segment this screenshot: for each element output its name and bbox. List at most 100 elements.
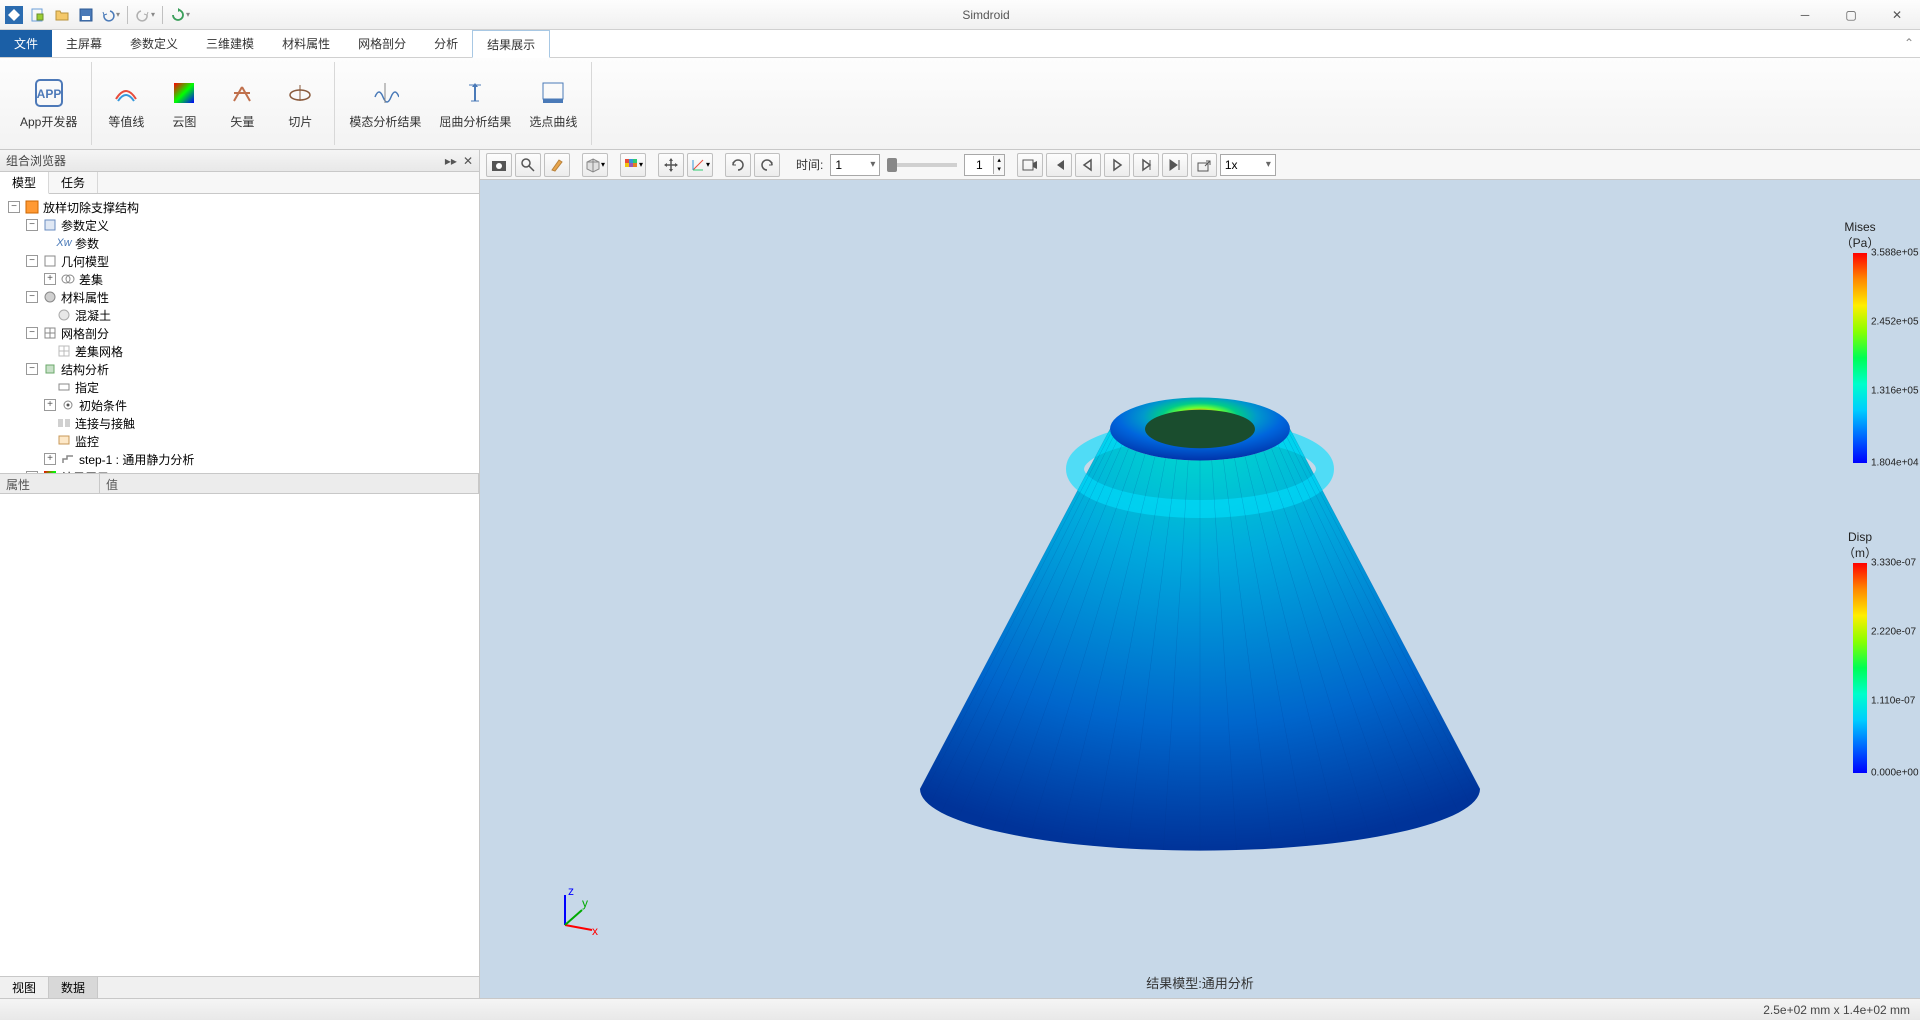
new-icon[interactable] [28,5,48,25]
rotate-cw-icon[interactable] [725,153,751,177]
legend-mises: Mises（Pa）3.588e+052.452e+051.316e+051.80… [1820,220,1900,463]
status-text: 2.5e+02 mm x 1.4e+02 mm [1763,1003,1910,1017]
title-bar: ▾ ▾ ▾ Simdroid ─ ▢ ✕ [0,0,1920,30]
tree-node[interactable]: +初始条件 [0,396,479,414]
tree-node[interactable]: −网格剖分 [0,324,479,342]
menu-mesh[interactable]: 网格剖分 [344,30,420,57]
viewport: ▾ ▾ ▾ 时间: 1 ▴▾ 1x z [480,150,1920,998]
cloud-icon [168,77,200,109]
record-icon[interactable] [1017,153,1043,177]
next-icon[interactable] [1133,153,1159,177]
browser-header: 组合浏览器 ▸▸ ✕ [0,150,479,172]
cloud-button[interactable]: 云图 [158,73,210,134]
tree-node[interactable]: 连接与接触 [0,414,479,432]
view-toolbar: ▾ ▾ ▾ 时间: 1 ▴▾ 1x [480,150,1920,180]
tree-node[interactable]: 混凝土 [0,306,479,324]
slice-button[interactable]: 切片 [274,73,326,134]
modal-result-button[interactable]: 模态分析结果 [343,73,427,134]
vector-icon [226,77,258,109]
panel-close-icon[interactable]: ✕ [463,154,473,168]
tree-node[interactable]: 监控 [0,432,479,450]
open-icon[interactable] [52,5,72,25]
modal-icon [369,77,401,109]
vector-button[interactable]: 矢量 [216,73,268,134]
time-slider[interactable] [887,163,957,167]
legend-disp: Disp（m）3.330e-072.220e-071.110e-070.000e… [1820,530,1900,773]
tab-model[interactable]: 模型 [0,172,49,194]
separator [162,6,163,24]
frame-spinner[interactable]: ▴▾ [964,154,1005,176]
window-controls: ─ ▢ ✕ [1782,0,1920,30]
tree-node[interactable]: Xw参数 [0,234,479,252]
first-icon[interactable] [1046,153,1072,177]
main-area: 组合浏览器 ▸▸ ✕ 模型 任务 −放样切除支撑结构−参数定义Xw参数−几何模型… [0,150,1920,998]
rotate-ccw-icon[interactable] [754,153,780,177]
refresh-icon[interactable]: ▾ [170,5,190,25]
menu-home[interactable]: 主屏幕 [52,30,116,57]
last-icon[interactable] [1162,153,1188,177]
buckle-result-button[interactable]: 屈曲分析结果 [433,73,517,134]
undo-icon[interactable]: ▾ [100,5,120,25]
ribbon: APP App开发器 等值线 云图 矢量 切片 模态分析结果 屈曲分析结果 [0,58,1920,150]
rubik-icon[interactable]: ▾ [620,153,646,177]
play-icon[interactable] [1104,153,1130,177]
prop-col-value: 值 [100,474,479,493]
tree-node[interactable]: 指定 [0,378,479,396]
ribbon-group-appdev: APP App开发器 [6,62,92,145]
cube-view-icon[interactable]: ▾ [582,153,608,177]
curve-button[interactable]: 选点曲线 [523,73,583,134]
curve-icon [537,77,569,109]
maximize-button[interactable]: ▢ [1828,0,1874,30]
tree-node[interactable]: −结构分析 [0,360,479,378]
prev-icon[interactable] [1075,153,1101,177]
close-button[interactable]: ✕ [1874,0,1920,30]
axis-triad: zxy [550,885,600,938]
menu-material[interactable]: 材料属性 [268,30,344,57]
prop-col-name: 属性 [0,474,100,493]
menu-analysis[interactable]: 分析 [420,30,472,57]
redo-icon[interactable]: ▾ [135,5,155,25]
save-icon[interactable] [76,5,96,25]
separator [127,6,128,24]
model-tree: −放样切除支撑结构−参数定义Xw参数−几何模型+差集−材料属性混凝土−网格剖分差… [0,194,479,474]
menu-3dmodel[interactable]: 三维建模 [192,30,268,57]
tab-task[interactable]: 任务 [49,172,98,193]
btab-view[interactable]: 视图 [0,977,49,998]
tree-node[interactable]: −参数定义 [0,216,479,234]
app-dev-button[interactable]: APP App开发器 [14,73,83,134]
file-menu[interactable]: 文件 [0,30,52,57]
bottom-tabs: 视图 数据 [0,976,479,998]
time-select[interactable]: 1 [830,154,880,176]
buckle-icon [459,77,491,109]
menu-params[interactable]: 参数定义 [116,30,192,57]
tree-node[interactable]: +step-1 : 通用静力分析 [0,450,479,468]
ribbon-group-analysis: 模态分析结果 屈曲分析结果 选点曲线 [335,62,592,145]
contour-icon [110,77,142,109]
tree-node[interactable]: +差集 [0,270,479,288]
speed-select[interactable]: 1x [1220,154,1276,176]
menu-results[interactable]: 结果展示 [472,30,550,58]
contour-button[interactable]: 等值线 [100,73,152,134]
tree-node[interactable]: −放样切除支撑结构 [0,198,479,216]
model-label: 结果模型:通用分析 [1146,973,1254,992]
tree-node[interactable]: −几何模型 [0,252,479,270]
zoom-icon[interactable] [515,153,541,177]
browser-tabs: 模型 任务 [0,172,479,194]
axis-icon[interactable]: ▾ [687,153,713,177]
camera-icon[interactable] [486,153,512,177]
pan-icon[interactable] [658,153,684,177]
ribbon-minimize-icon[interactable]: ⌃ [1904,36,1914,50]
logo-icon[interactable] [4,5,24,25]
svg-text:y: y [582,896,588,910]
status-bar: 2.5e+02 mm x 1.4e+02 mm [0,998,1920,1020]
panel-expand-icon[interactable]: ▸▸ [445,154,457,168]
tree-node[interactable]: −材料属性 [0,288,479,306]
svg-text:z: z [568,885,574,898]
export-icon[interactable] [1191,153,1217,177]
brush-icon[interactable] [544,153,570,177]
menu-bar: 文件 主屏幕 参数定义 三维建模 材料属性 网格剖分 分析 结果展示 ⌃ [0,30,1920,58]
minimize-button[interactable]: ─ [1782,0,1828,30]
btab-data[interactable]: 数据 [49,977,98,998]
tree-node[interactable]: 差集网格 [0,342,479,360]
canvas-3d[interactable]: zxy 结果模型:通用分析 Mises（Pa）3.588e+052.452e+0… [480,180,1920,998]
